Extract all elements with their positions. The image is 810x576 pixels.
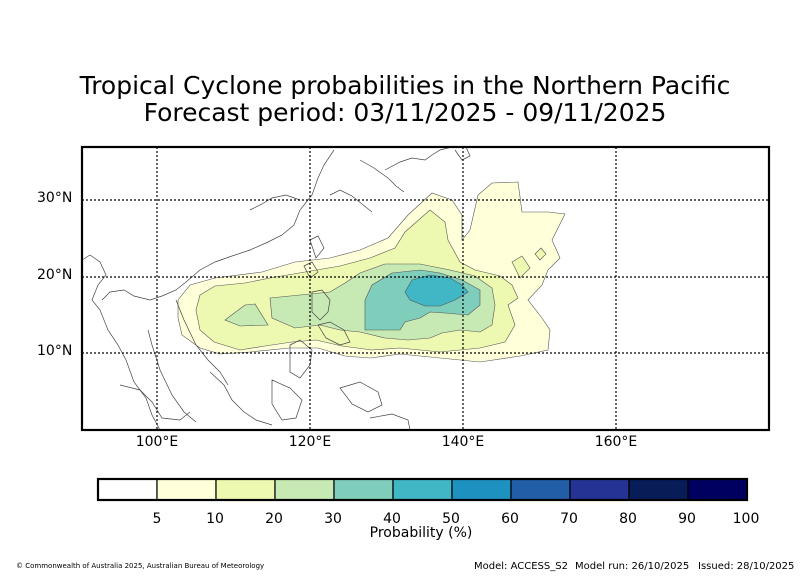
model-run-date: Model run: 26/10/2025 [575,561,690,572]
lon-label-100e: 100°E [135,434,179,450]
colorbar-tick: 80 [619,511,637,527]
colorbar-tick: 90 [678,511,696,527]
lat-label-20n: 20°N [37,267,73,283]
lon-label-160e: 160°E [594,434,638,450]
colorbar-tick: 10 [206,511,224,527]
forecast-period: Forecast period: 03/11/2025 - 09/11/2025 [143,98,667,127]
copyright-notice: © Commonwealth of Australia 2025, Austra… [16,562,265,570]
issued-date: Issued: 28/10/2025 [698,561,795,572]
colorbar-swatch [451,478,512,501]
colorbar-tick: 70 [560,511,578,527]
map-frame [80,145,771,432]
gridlines [82,147,769,430]
colorbar-swatch [392,478,453,501]
model-name: Model: ACCESS_S2 [474,561,568,572]
colorbar-swatch [628,478,689,501]
map-title: Tropical Cyclone probabilities in the No… [79,71,731,100]
lon-label-120e: 120°E [288,434,332,450]
lon-label-140e: 140°E [441,434,485,450]
colorbar-swatch [156,478,217,501]
colorbar-swatch [215,478,276,501]
colorbar-frame [96,477,749,502]
colorbar-tick: 5 [152,511,162,527]
colorbar [96,477,749,502]
colorbar-tick: 50 [442,511,460,527]
lat-label-10n: 10°N [37,343,73,359]
lat-label-30n: 30°N [37,190,73,206]
colorbar-tick: 40 [383,511,401,527]
colorbar-swatch [97,478,158,501]
colorbar-tick: 30 [324,511,342,527]
colorbar-swatch [687,478,748,501]
colorbar-swatch [274,478,335,501]
colorbar-swatch [569,478,630,501]
colorbar-label: Probability (%) [369,525,473,541]
colorbar-tick: 100 [732,511,760,527]
colorbar-swatch [510,478,571,501]
colorbar-tick: 60 [501,511,519,527]
colorbar-tick: 20 [265,511,283,527]
colorbar-swatch [333,478,394,501]
